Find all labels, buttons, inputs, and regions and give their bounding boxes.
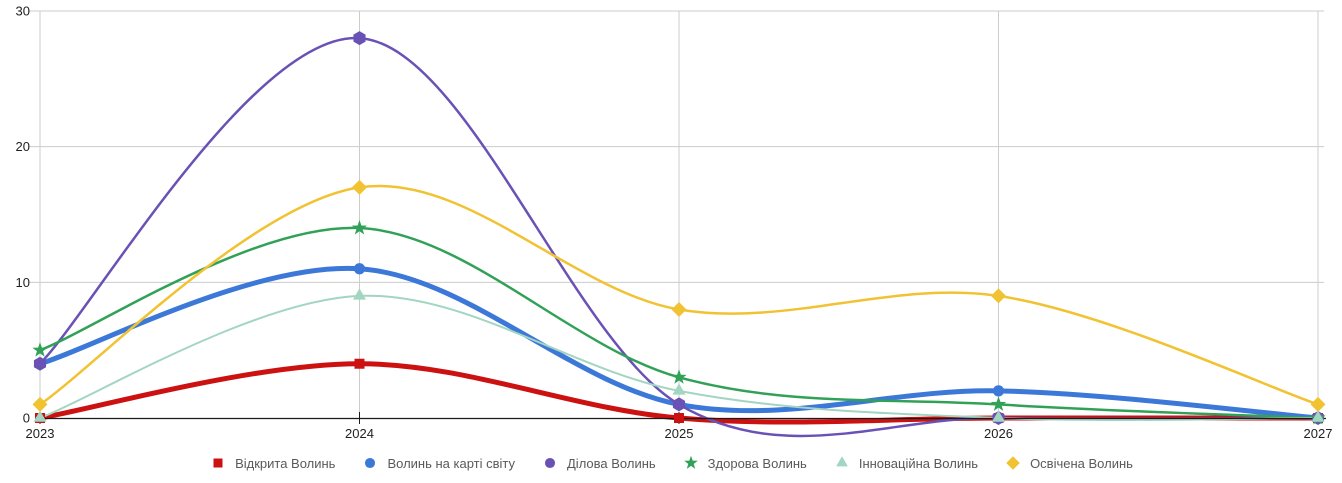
- line-chart-canvas: 0 10 20 30 2023 2024 2025 2026 2027: [16, 3, 1333, 441]
- legend-label: Відкрита Волинь: [235, 455, 336, 471]
- diamond-marker-icon: [1006, 456, 1020, 470]
- y-axis-tick-label: 30: [16, 3, 30, 18]
- legend-marker: [544, 457, 556, 469]
- diamond-marker-icon: [671, 301, 687, 317]
- triangle-marker-icon: [992, 410, 1005, 422]
- x-axis-tick-label: 2025: [665, 426, 694, 441]
- legend-item-0: Відкрита Волинь: [209, 454, 335, 472]
- circle-marker-icon: [365, 457, 376, 469]
- y-axis-tick-label: 10: [16, 275, 30, 290]
- legend-item-3: Здорова Волинь: [682, 454, 807, 472]
- legend-label: Ділова Волинь: [567, 455, 656, 471]
- legend-marker: [835, 456, 848, 467]
- star-marker-icon: [32, 342, 48, 357]
- x-axis-tick-label: 2023: [26, 426, 55, 441]
- legend-label: Здорова Волинь: [707, 455, 807, 471]
- chart-legend: Відкрита Волинь Волинь на карті світу Діло…: [0, 451, 1342, 475]
- series-line-5: [38, 184, 1320, 406]
- diamond-marker-icon: [352, 179, 367, 195]
- legend-marker: [1006, 456, 1020, 470]
- legend-item-2: Ділова Волинь: [541, 454, 656, 472]
- square-marker-icon: [674, 413, 684, 423]
- triangle-marker-icon: [33, 410, 47, 422]
- circle-marker-icon: [353, 263, 366, 275]
- legend-item-1: Волинь на карті світу: [361, 454, 515, 472]
- legend-label: Інноваційна Волинь: [858, 455, 979, 471]
- x-axis-tick-label: 2024: [345, 426, 374, 441]
- y-axis-tick-label: 20: [16, 139, 30, 154]
- square-marker-icon: [354, 358, 365, 369]
- legend-marker: [365, 457, 376, 469]
- legend-label: Освічена Волинь: [1030, 455, 1133, 471]
- y-axis-tick-label: 0: [23, 411, 30, 426]
- triangle-marker-icon: [1311, 410, 1325, 422]
- hexagon-marker-icon: [353, 31, 366, 46]
- triangle-marker-icon: [835, 456, 848, 467]
- diamond-marker-icon: [32, 396, 48, 412]
- star-marker-icon: [683, 455, 698, 469]
- circle-marker-icon: [992, 385, 1005, 397]
- x-axis-tick-label: 2027: [1304, 426, 1333, 441]
- legend-item-4: Інноваційна Волинь: [833, 454, 978, 472]
- star-marker-icon: [990, 396, 1007, 411]
- x-axis-tick-label: 2026: [984, 426, 1013, 441]
- triangle-marker-icon: [672, 383, 686, 395]
- star-marker-icon: [351, 220, 368, 235]
- diamond-marker-icon: [1310, 396, 1326, 412]
- diamond-marker-icon: [991, 288, 1006, 304]
- triangle-marker-icon: [353, 288, 366, 300]
- hexagon-marker-icon: [672, 397, 686, 412]
- star-marker-icon: [671, 369, 687, 384]
- legend-marker: [683, 455, 698, 469]
- square-marker-icon: [213, 458, 223, 468]
- hexagon-marker-icon: [33, 356, 47, 371]
- circle-marker-icon: [544, 457, 556, 469]
- legend-item-5: Освічена Волинь: [1004, 454, 1133, 472]
- legend-label: Волинь на карті світу: [387, 455, 515, 471]
- legend-marker: [213, 458, 223, 468]
